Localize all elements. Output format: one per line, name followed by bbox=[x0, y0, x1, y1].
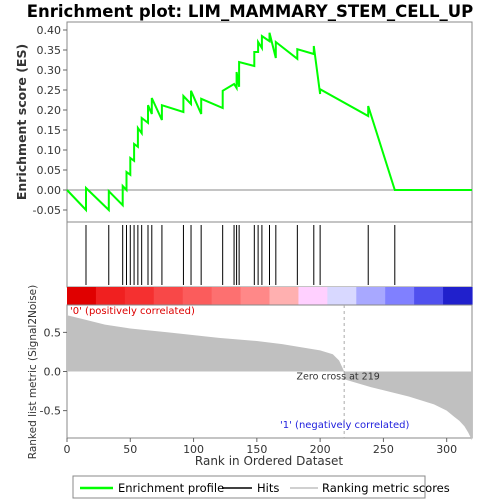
color-band-segment bbox=[298, 287, 328, 305]
x-tick-label: 0 bbox=[64, 443, 71, 456]
es-plot-frame bbox=[66, 21, 473, 223]
es-y-tick-label: 0.40 bbox=[37, 24, 62, 37]
legend: Enrichment profile Hits Ranking metric s… bbox=[72, 475, 450, 499]
x-tick-label: 100 bbox=[183, 443, 204, 456]
color-band-segment bbox=[327, 287, 357, 305]
legend-hits-label: Hits bbox=[257, 481, 279, 495]
color-band-segment bbox=[443, 287, 473, 305]
color-band-segment bbox=[153, 287, 184, 305]
es-y-tick-label: 0.20 bbox=[37, 104, 62, 117]
x-axis: 0 50 100 150 200 250 300 bbox=[64, 438, 457, 456]
es-y-axis: 0.40 0.35 0.30 0.25 0.20 0.15 0.10 0.05 0.00 -0.0… bbox=[33, 24, 67, 217]
metric-y-tick-label: 0.5 bbox=[44, 326, 62, 339]
positive-correlation-label: '0' (positively correlated) bbox=[70, 306, 195, 317]
es-y-tick-label: 0.05 bbox=[37, 164, 62, 177]
ranking-metric-area bbox=[67, 315, 472, 441]
hit-lines bbox=[85, 225, 396, 285]
x-axis-label: Rank in Ordered Dataset bbox=[195, 454, 343, 468]
chart-title: Enrichment plot: LIM_MAMMARY_STEM_CELL_U… bbox=[27, 2, 473, 21]
color-band-segment bbox=[414, 287, 444, 305]
enrichment-profile-line bbox=[66, 32, 472, 213]
legend-box bbox=[72, 475, 426, 499]
color-band-segment bbox=[211, 287, 242, 305]
metric-panel: 0.5 0.0 -0.5 Zero cross at 219 '0' (positi… bbox=[27, 285, 473, 460]
color-band-segment bbox=[356, 287, 386, 305]
color-band-segment bbox=[67, 287, 97, 305]
es-y-tick-label: 0.30 bbox=[37, 64, 62, 77]
color-band-segment bbox=[95, 287, 126, 305]
es-y-tick-label: 0.15 bbox=[37, 124, 62, 137]
es-y-tick-label: 0.00 bbox=[37, 184, 62, 197]
metric-y-axis: 0.5 0.0 -0.5 bbox=[40, 326, 67, 418]
x-tick-label: 250 bbox=[373, 443, 394, 456]
legend-metric-label: Ranking metric scores bbox=[322, 481, 450, 495]
color-band-segment bbox=[124, 287, 155, 305]
es-y-tick-label: -0.05 bbox=[33, 204, 61, 217]
color-band-segment bbox=[269, 287, 300, 305]
metric-y-tick-label: 0.0 bbox=[44, 366, 62, 379]
negative-correlation-label: '1' (negatively correlated) bbox=[280, 420, 409, 431]
metric-y-tick-label: -0.5 bbox=[40, 405, 61, 418]
es-y-axis-label: Enrichment score (ES) bbox=[14, 44, 29, 200]
es-y-tick-label: 0.10 bbox=[37, 144, 62, 157]
metric-y-axis-label: Ranked list metric (Signal2Noise) bbox=[27, 285, 39, 460]
zero-cross-label: Zero cross at 219 bbox=[297, 372, 380, 383]
x-tick-label: 150 bbox=[246, 443, 267, 456]
rank-color-band bbox=[67, 287, 473, 305]
legend-enrichment-label: Enrichment profile bbox=[118, 481, 224, 495]
x-tick-label: 50 bbox=[123, 443, 137, 456]
x-tick-label: 200 bbox=[310, 443, 331, 456]
color-band-segment bbox=[240, 287, 271, 305]
es-y-tick-label: 0.35 bbox=[37, 44, 62, 57]
color-band-segment bbox=[385, 287, 415, 305]
es-y-tick-label: 0.25 bbox=[37, 84, 62, 97]
x-tick-label: 300 bbox=[436, 443, 457, 456]
color-band-segment bbox=[182, 287, 213, 305]
hits-panel bbox=[66, 221, 473, 288]
es-panel: 0.40 0.35 0.30 0.25 0.20 0.15 0.10 0.05 0.00 -0.0… bbox=[14, 21, 473, 223]
